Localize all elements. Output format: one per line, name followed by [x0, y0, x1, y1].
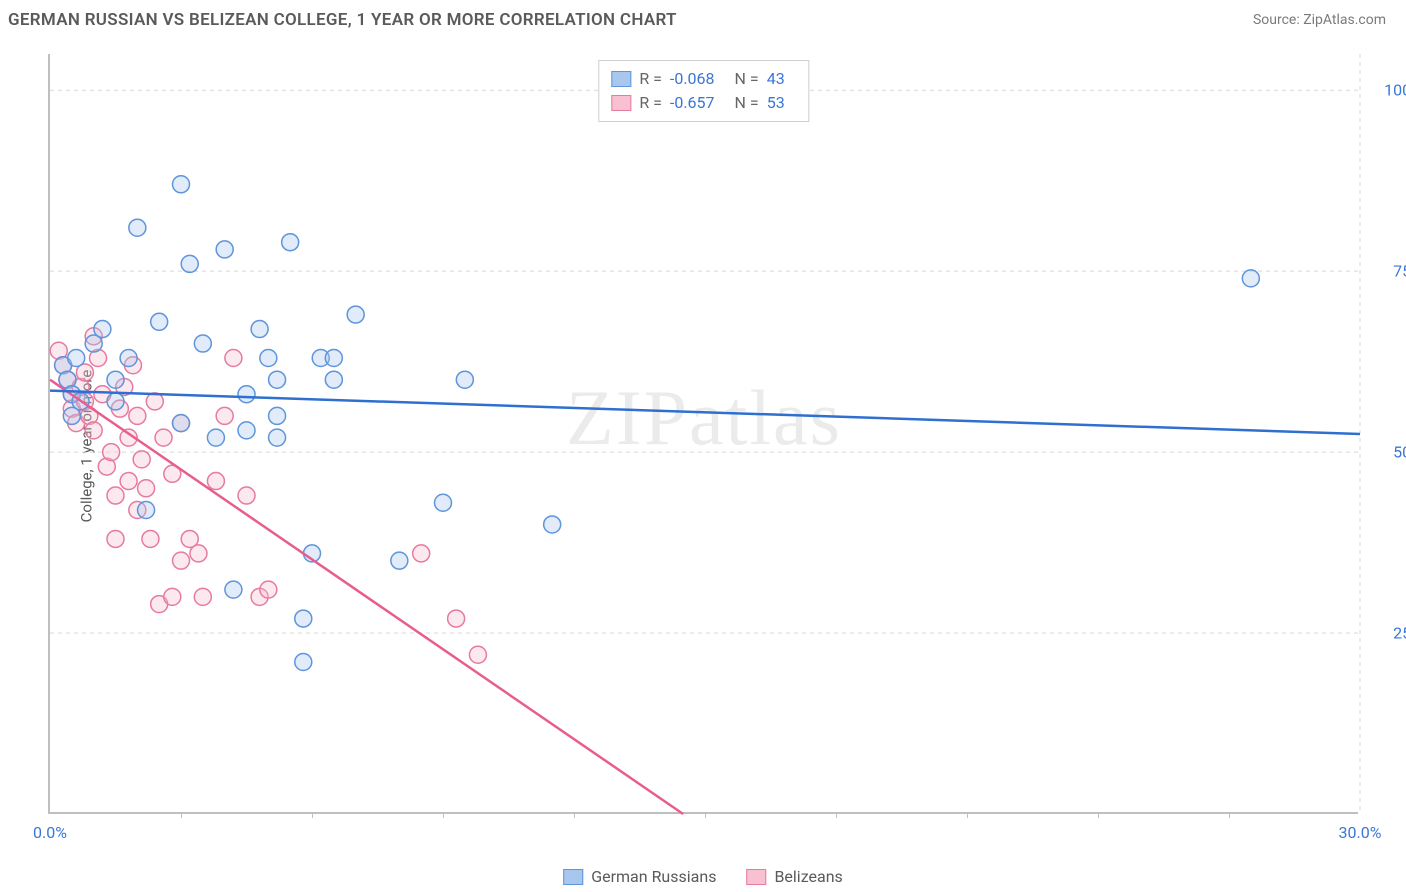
- legend-row-belizeans: R = -0.657 N = 53: [611, 91, 796, 115]
- n-label: N =: [735, 91, 759, 115]
- legend-label: German Russians: [591, 867, 716, 886]
- legend-row-german-russians: R = -0.068 N = 43: [611, 67, 796, 91]
- r-value: -0.657: [670, 91, 715, 115]
- y-tick-label: 50.0%: [1366, 443, 1406, 462]
- x-tick-label: 30.0%: [1339, 823, 1382, 842]
- chart-source: Source: ZipAtlas.com: [1253, 12, 1386, 28]
- x-tick-label: 0.0%: [33, 823, 67, 842]
- swatch-icon: [611, 95, 631, 111]
- chart-title: GERMAN RUSSIAN VS BELIZEAN COLLEGE, 1 YE…: [8, 10, 677, 30]
- series-legend: German Russians Belizeans: [563, 867, 843, 886]
- r-label: R =: [639, 67, 662, 91]
- chart-plot-area: ZIPatlas R = -0.068 N = 43 R = -0.657 N …: [48, 54, 1358, 814]
- y-tick-label: 75.0%: [1366, 262, 1406, 281]
- n-value: 43: [767, 67, 785, 91]
- y-tick-label: 25.0%: [1366, 624, 1406, 643]
- y-tick-label: 100.0%: [1366, 81, 1406, 100]
- legend-item-german-russians: German Russians: [563, 867, 716, 886]
- n-value: 53: [767, 91, 785, 115]
- n-label: N =: [735, 67, 759, 91]
- correlation-legend: R = -0.068 N = 43 R = -0.657 N = 53: [598, 60, 809, 122]
- swatch-icon: [611, 71, 631, 87]
- chart-header: GERMAN RUSSIAN VS BELIZEAN COLLEGE, 1 YE…: [0, 0, 1406, 36]
- r-label: R =: [639, 91, 662, 115]
- scatter-svg: [50, 54, 1358, 812]
- legend-label: Belizeans: [774, 867, 842, 886]
- r-value: -0.068: [670, 67, 715, 91]
- swatch-icon: [746, 869, 766, 885]
- legend-item-belizeans: Belizeans: [746, 867, 842, 886]
- swatch-icon: [563, 869, 583, 885]
